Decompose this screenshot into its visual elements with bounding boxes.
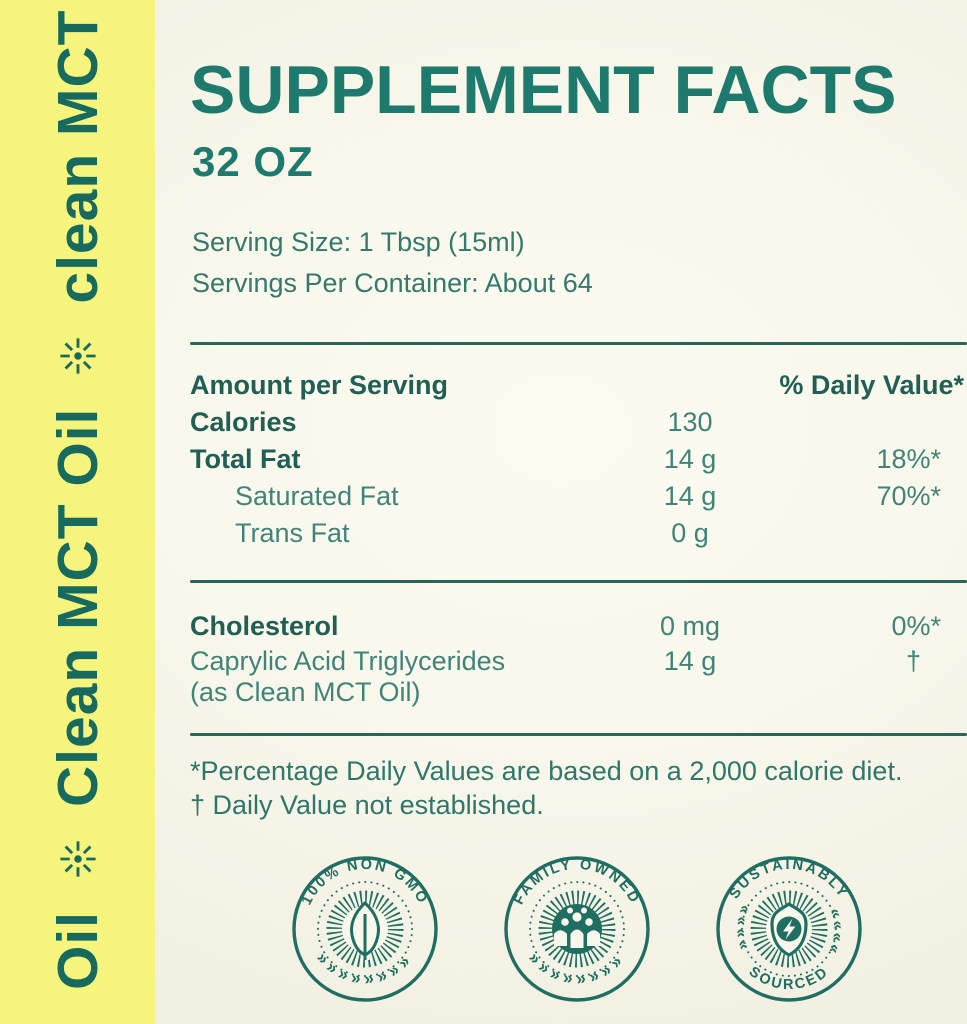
table-row: Total Fat 14 g 18%*: [190, 441, 967, 478]
brand-sidebar-text: Oil Clean MCT Oil clean MCT: [0, 0, 155, 1024]
nutrient-dv: †: [905, 646, 921, 676]
nutrient-amount: 130: [667, 407, 713, 437]
starburst-icon: [59, 338, 96, 374]
nutrient-label: Trans Fat: [235, 518, 350, 548]
divider: [190, 342, 967, 345]
svg-text:»»»»: »»»»: [824, 903, 846, 956]
nutrient-amount: 14 g: [663, 481, 717, 511]
dotted-ring: [529, 881, 625, 977]
svg-text:SUSTAINABLY: SUSTAINABLY: [727, 857, 852, 902]
page-title: SUPPLEMENT FACTS: [190, 52, 897, 128]
certification-badges: 100% NON GMO »»»»»»»»: [290, 854, 967, 1004]
nutrient-amount: 0 mg: [659, 611, 721, 641]
nutrient-dv: 18%*: [876, 444, 941, 474]
family-owned-badge: FAMILY OWNED »»»»»»»»: [504, 856, 650, 1002]
table-row: Cholesterol 0 mg 0%*: [190, 608, 967, 645]
sunburst-pattern: [538, 890, 616, 968]
starburst-icon: [59, 841, 96, 877]
table-row: Saturated Fat 14 g 70%*: [190, 478, 967, 515]
outer-ring: [504, 856, 650, 1002]
laurel-decoration: ««««: [732, 903, 750, 956]
badge-bottom-text: SOURCED: [746, 964, 830, 993]
nutrient-label: Saturated Fat: [235, 481, 399, 511]
table-header-row: Amount per Serving % Daily Value*: [190, 367, 967, 404]
outer-ring: [292, 856, 438, 1002]
daily-value-header: % Daily Value*: [779, 370, 964, 400]
nutrient-amount: 14 g: [663, 444, 717, 474]
servings-per-container-line: Servings Per Container: About 64: [192, 268, 593, 298]
brand-text-segment: Clean MCT Oil: [45, 407, 110, 807]
table-row: Caprylic Acid Triglycerides 14 g †: [190, 645, 967, 678]
brand-text-segment: clean MCT: [45, 9, 110, 304]
serving-size-line: Serving Size: 1 Tbsp (15ml): [192, 227, 525, 257]
laurel-decoration: »»»»: [824, 903, 842, 956]
dotted-ring: [741, 881, 837, 977]
svg-text:««««: ««««: [732, 903, 754, 956]
nutrient-label: Calories: [190, 407, 297, 437]
amount-header: Amount per Serving: [190, 370, 449, 400]
sunburst-pattern: [326, 890, 404, 968]
divider: [190, 580, 967, 583]
nutrient-amount: 14 g: [663, 646, 717, 676]
label-panel: SUPPLEMENT FACTS 32 OZ Serving Size: 1 T…: [155, 0, 967, 1024]
badge-top-text: SUSTAINABLY: [727, 857, 850, 902]
nutrient-dv: 70%*: [876, 481, 941, 511]
energy-icon: [770, 902, 808, 957]
brand-text-segment: Oil: [45, 910, 110, 990]
nutrient-dv: 0%*: [891, 611, 941, 641]
non-gmo-badge: 100% NON GMO »»»»»»»»: [292, 856, 438, 1002]
product-size: 32 OZ: [192, 138, 314, 185]
family-icon: [552, 904, 602, 954]
svg-text:»»»»»»»»: »»»»»»»»: [525, 948, 630, 988]
sustainably-sourced-badge: SUSTAINABLY SOURCED «««« »»»»: [716, 856, 862, 1002]
svg-text:SOURCED: SOURCED: [746, 964, 833, 993]
nutrient-label: Cholesterol: [190, 611, 339, 641]
footnote-daily-values: *Percentage Daily Values are based on a …: [190, 756, 903, 786]
nutrient-label: Caprylic Acid Triglycerides: [190, 646, 506, 676]
table-row: Calories 130: [190, 404, 967, 441]
brand-sidebar: Oil Clean MCT Oil clean MCT: [0, 0, 155, 1024]
outer-ring: [716, 856, 862, 1002]
dotted-ring: [317, 881, 413, 977]
laurel-decoration: »»»»»»»»: [525, 948, 625, 988]
nutrient-sublabel: (as Clean MCT Oil): [190, 677, 421, 707]
table-row: Trans Fat 0 g: [190, 515, 967, 552]
nutrient-label: Total Fat: [190, 444, 301, 474]
leaf-icon: [350, 900, 380, 960]
footnote-dagger: † Daily Value not established.: [190, 790, 544, 820]
divider: [190, 733, 967, 736]
nutrient-amount: 0 g: [671, 518, 709, 548]
sunburst-pattern: [750, 890, 828, 968]
